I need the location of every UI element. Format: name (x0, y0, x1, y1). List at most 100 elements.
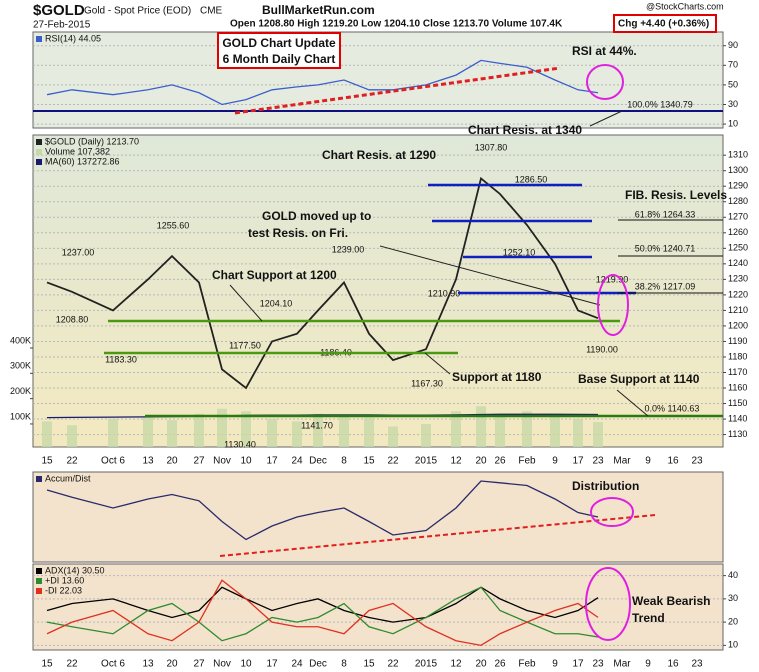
annotation: Chart Resis. at 1290 (322, 148, 436, 162)
x-tick-label: 9 (645, 659, 651, 670)
x-tick-label: 16 (667, 456, 679, 467)
volume-bar (522, 411, 532, 447)
legend-swatch (36, 476, 42, 482)
volume-bar (421, 423, 431, 447)
x-tick-label: Nov (213, 659, 231, 670)
x-tick-label: 15 (363, 659, 375, 670)
volume-bar (292, 421, 302, 447)
x-tick-label: 22 (387, 456, 399, 467)
annotation: Chart Support at 1200 (212, 268, 337, 282)
y-tick-label: 10 (728, 640, 738, 650)
y2-tick-label: 100K (10, 411, 31, 421)
site: BullMarketRun.com (262, 3, 375, 17)
price-label: 1307.80 (475, 142, 508, 152)
x-tick-label: Dec (309, 456, 327, 467)
x-tick-label: Oct 6 (101, 659, 125, 670)
y-tick-label: 1220 (728, 289, 748, 299)
y-tick-label: 1150 (728, 398, 747, 408)
legend-label: +DI 13.60 (45, 575, 84, 585)
annotation: FIB. Resis. Levels (625, 188, 727, 202)
x-tick-label: 22 (66, 456, 78, 467)
y-tick-label: 1310 (728, 150, 748, 160)
x-tick-label: 10 (240, 659, 252, 670)
price-label: 1130.40 (224, 439, 256, 449)
volume-bar (364, 417, 374, 447)
y-tick-label: 1300 (728, 165, 748, 175)
y-tick-label: 10 (728, 118, 738, 128)
legend-swatch (36, 139, 42, 145)
y-tick-label: 1260 (728, 227, 748, 237)
annotation: Base Support at 1140 (578, 372, 700, 386)
volume-bar (573, 418, 583, 447)
x-tick-label: 9 (645, 456, 651, 467)
price-label: 1210.90 (428, 288, 461, 298)
volume-bar (267, 418, 277, 447)
x-tick-label: 13 (142, 456, 154, 467)
x-tick-label: 20 (166, 659, 178, 670)
annotation: Weak Bearish (632, 594, 711, 608)
price-label: 1252.10 (503, 247, 536, 257)
volume-bar (217, 408, 227, 447)
volume-bar (313, 413, 323, 447)
y-tick-label: 1130 (728, 429, 747, 439)
y-tick-label: 1170 (728, 367, 747, 377)
y-tick-label: 1190 (728, 336, 747, 346)
price-label: 0.0% 1140.63 (645, 403, 700, 413)
price-label: 1208.80 (56, 314, 89, 324)
x-tick-label: 8 (341, 456, 347, 467)
volume-bar (495, 413, 505, 447)
legend-label: Volume 107,382 (45, 146, 110, 156)
x-tick-label: Feb (518, 456, 536, 467)
volume-bar (550, 416, 560, 447)
y2-tick-label: 200K (10, 386, 31, 396)
annotation: test Resis. on Fri. (248, 226, 348, 240)
adx-panel (32, 563, 724, 651)
x-tick-label: 15 (363, 456, 375, 467)
arrow (616, 389, 649, 417)
title-box (217, 32, 341, 69)
price-label: 61.8% 1264.33 (635, 209, 696, 219)
price-label: 1239.00 (332, 244, 365, 254)
volume-bar (143, 416, 153, 447)
trend-line (219, 514, 656, 557)
change: Chg +4.40 (+0.36%) (618, 19, 709, 30)
x-tick-label: 23 (691, 659, 703, 670)
x-tick-label: 8 (341, 659, 347, 670)
x-tick-label: 15 (41, 456, 53, 467)
annotation: GOLD Chart Update (222, 36, 336, 50)
x-tick-label: 26 (494, 456, 506, 467)
series-line (46, 579, 599, 647)
x-tick-label: 20 (166, 456, 178, 467)
volume-bar (67, 425, 77, 447)
x-tick-label: 27 (193, 456, 205, 467)
x-tick-label: 26 (494, 659, 506, 670)
instrument: Gold - Spot Price (EOD) (84, 6, 191, 17)
arrow (229, 284, 263, 322)
change-box (613, 14, 717, 33)
annotation: Trend (632, 611, 665, 625)
x-tick-label: 12 (450, 456, 462, 467)
price-label: 1190.00 (586, 344, 618, 354)
volume-bar (108, 418, 118, 447)
annotation: Support at 1180 (452, 370, 542, 384)
price-label: 1183.30 (105, 354, 137, 364)
legend-label: ADX(14) 30.50 (45, 565, 105, 575)
x-tick-label: 22 (387, 659, 399, 670)
quote: Open 1208.80 High 1219.20 Low 1204.10 Cl… (230, 19, 563, 30)
volume-bar (593, 422, 603, 447)
highlight (597, 274, 629, 336)
arrow (379, 245, 601, 306)
y-tick-label: 1280 (728, 196, 748, 206)
series-line (46, 586, 599, 642)
trend-line (234, 66, 561, 115)
x-tick-label: 23 (592, 456, 604, 467)
x-tick-label: 27 (193, 659, 205, 670)
y-tick-label: 1140 (728, 413, 747, 423)
legend-swatch (36, 578, 42, 584)
price-label: 38.2% 1217.09 (635, 281, 696, 291)
x-tick-label: 12 (450, 659, 462, 670)
y-tick-label: 1210 (728, 305, 748, 315)
x-tick-label: 16 (667, 659, 679, 670)
